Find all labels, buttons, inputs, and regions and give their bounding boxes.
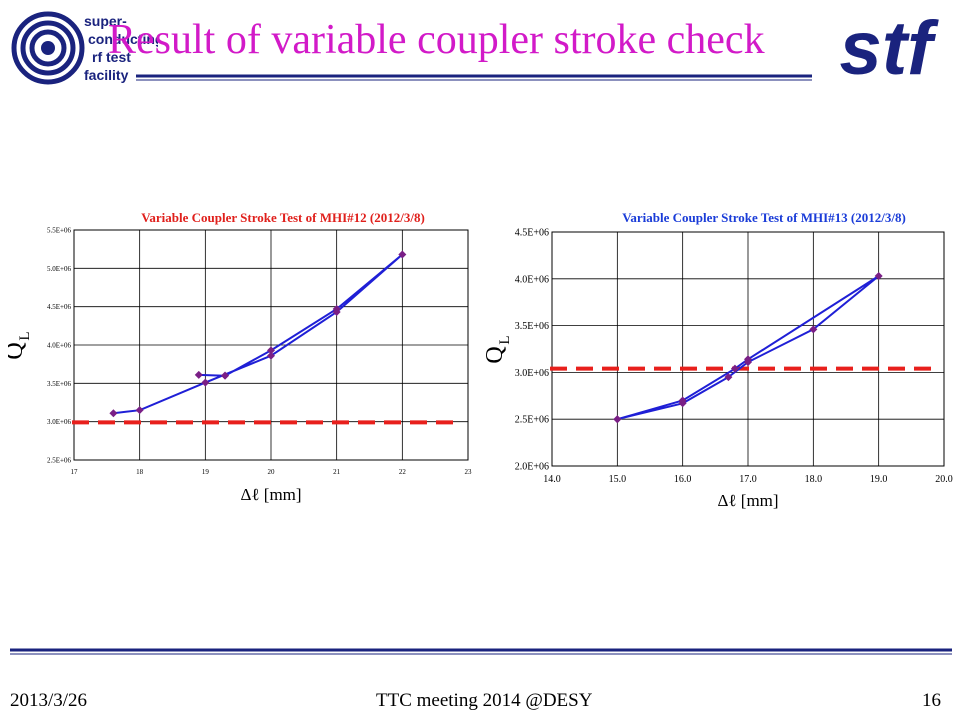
y-tick-label: 5.0E+06 xyxy=(47,265,71,273)
y-tick-label: 3.0E+06 xyxy=(47,418,71,426)
stf-logo-text: stf xyxy=(840,10,940,86)
logo-text-line: rf test xyxy=(92,49,131,65)
y-tick-label: 2.5E+06 xyxy=(47,456,71,464)
data-point xyxy=(744,355,752,364)
logo-text-line: facility xyxy=(84,67,129,83)
data-point xyxy=(109,409,118,418)
series-line xyxy=(617,275,880,421)
data-point xyxy=(874,271,883,280)
x-tick-label: 23 xyxy=(465,468,473,476)
data-point xyxy=(730,364,739,373)
data-point xyxy=(135,406,144,415)
x-axis-label: Δℓ [mm] xyxy=(240,485,301,504)
chart-mhi12: 17 18 19 20 21 22 23 2.5E+06 3.0E+06 3.5E+06 4.0E+… xyxy=(8,210,473,504)
y-tick-label: 2.5E+06 xyxy=(515,415,549,426)
x-axis-label: Δℓ [mm] xyxy=(717,491,778,510)
x-tick-label: 19.0 xyxy=(870,474,888,485)
y-tick-label: 2.0E+06 xyxy=(515,462,549,473)
data-point xyxy=(724,373,733,382)
y-axis-label-main: Q xyxy=(482,346,508,363)
footer-meeting: TTC meeting 2014 @DESY xyxy=(376,690,593,711)
x-tick-label: 14.0 xyxy=(543,474,561,485)
chart-mhi13: 14.0 15.0 16.0 17.0 18.0 19.0 20.0 2.0E+06 2.5E+… xyxy=(482,210,953,510)
y-axis-label-main: Q xyxy=(8,342,28,359)
data-point xyxy=(267,351,275,360)
data-point xyxy=(678,396,687,405)
page-number: 16 xyxy=(922,690,941,711)
y-tick-label: 4.0E+06 xyxy=(515,274,549,285)
y-tick-label: 4.5E+06 xyxy=(47,303,71,311)
footer-date: 2013/3/26 xyxy=(10,690,88,711)
x-tick-label: 20.0 xyxy=(935,474,953,485)
x-tick-label: 15.0 xyxy=(609,474,627,485)
x-tick-label: 18 xyxy=(136,468,144,476)
x-tick-label: 22 xyxy=(399,468,407,476)
data-point xyxy=(613,415,622,424)
data-point xyxy=(201,378,210,387)
stf-logo: stf xyxy=(818,6,954,91)
y-tick-label: 4.5E+06 xyxy=(515,228,549,239)
data-point xyxy=(221,371,230,380)
x-tick-label: 19 xyxy=(202,468,210,476)
y-axis-label: QL xyxy=(482,335,513,363)
y-tick-label: 4.0E+06 xyxy=(47,341,71,349)
y-axis-label: QL xyxy=(8,331,33,359)
footer-divider xyxy=(10,648,952,655)
x-tick-label: 16.0 xyxy=(674,474,692,485)
data-point xyxy=(332,304,341,313)
y-axis-label-sub: L xyxy=(497,335,513,344)
data-point xyxy=(398,250,407,259)
y-axis-label-sub: L xyxy=(17,331,33,340)
y-tick-label: 5.5E+06 xyxy=(47,226,71,234)
stf-facility-logo: super- conducting rf test facility xyxy=(8,8,163,94)
spiral-logo-icon xyxy=(11,11,85,85)
header-divider xyxy=(136,74,812,81)
logo-text-line: conducting xyxy=(88,31,158,47)
chart-title: Variable Coupler Stroke Test of MHI#13 (… xyxy=(622,210,906,225)
x-tick-label: 17.0 xyxy=(739,474,757,485)
y-tick-label: 3.0E+06 xyxy=(515,368,549,379)
data-point xyxy=(267,346,275,355)
data-point xyxy=(194,370,203,379)
logo-text-line: super- xyxy=(84,13,127,29)
chart-title: Variable Coupler Stroke Test of MHI#12 (… xyxy=(141,210,425,225)
slide-title: Result of variable coupler stroke check xyxy=(108,17,765,63)
x-tick-label: 17 xyxy=(71,468,79,476)
x-tick-label: 20 xyxy=(268,468,276,476)
data-point xyxy=(809,325,818,334)
y-tick-label: 3.5E+06 xyxy=(47,380,71,388)
y-tick-label: 3.5E+06 xyxy=(515,321,549,332)
x-tick-label: 18.0 xyxy=(805,474,823,485)
x-tick-label: 21 xyxy=(333,468,341,476)
